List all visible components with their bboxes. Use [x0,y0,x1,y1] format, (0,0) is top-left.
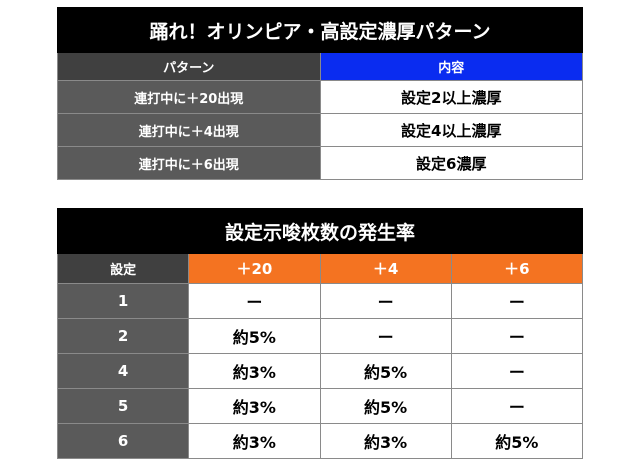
setting-cell: 1 [56,283,190,319]
setting-cell: 6 [56,423,190,459]
rate-cell: 約5% [188,318,321,354]
table-row: 連打中に＋6出現 設定6濃厚 [57,146,583,180]
table1-header-pattern: パターン [57,52,321,81]
table1-header-content: 内容 [319,52,583,81]
rate-cell: 約5% [319,388,452,424]
table2-header-plus20: ＋20 [188,253,321,284]
pattern-cell: 連打中に＋6出現 [57,146,321,180]
table-row: 1 ー ー ー [56,283,584,319]
rate-cell: 約3% [188,353,321,389]
setting-hint-rate-table: 設定示唆枚数の発生率 設定 ＋20 ＋4 ＋6 1 ー ー ー 2 約5% ー … [56,208,584,459]
content-cell: 設定2以上濃厚 [319,80,583,114]
content-cell: 設定6濃厚 [319,146,583,180]
table-row: 連打中に＋4出現 設定4以上濃厚 [57,113,583,147]
pattern-cell: 連打中に＋4出現 [57,113,321,147]
rate-cell: 約3% [188,388,321,424]
pattern-cell: 連打中に＋20出現 [57,80,321,114]
rate-cell: ー [188,283,321,319]
setting-cell: 4 [56,353,190,389]
table1-title: 踊れ！オリンピア・高設定濃厚パターン [57,7,583,53]
table-row: 4 約3% 約5% ー [56,353,584,389]
rate-cell: ー [450,388,584,424]
table2-title: 設定示唆枚数の発生率 [57,208,583,254]
rate-cell: 約5% [450,423,584,459]
high-setting-pattern-table: 踊れ！オリンピア・高設定濃厚パターン パターン 内容 連打中に＋20出現 設定2… [57,7,583,180]
rate-cell: ー [450,318,584,354]
setting-cell: 2 [56,318,190,354]
rate-cell: 約3% [188,423,321,459]
table-row: 連打中に＋20出現 設定2以上濃厚 [57,80,583,114]
table-row: 2 約5% ー ー [56,318,584,354]
rate-cell: 約5% [319,353,452,389]
rate-cell: 約3% [319,423,452,459]
rate-cell: ー [450,283,584,319]
table-row: 5 約3% 約5% ー [56,388,584,424]
content-cell: 設定4以上濃厚 [319,113,583,147]
table2-header-plus4: ＋4 [319,253,452,284]
rate-cell: ー [319,318,452,354]
table2-header-setting: 設定 [56,253,190,284]
rate-cell: ー [319,283,452,319]
setting-cell: 5 [56,388,190,424]
rate-cell: ー [450,353,584,389]
table2-header-plus6: ＋6 [450,253,584,284]
table-row: 6 約3% 約3% 約5% [56,423,584,459]
